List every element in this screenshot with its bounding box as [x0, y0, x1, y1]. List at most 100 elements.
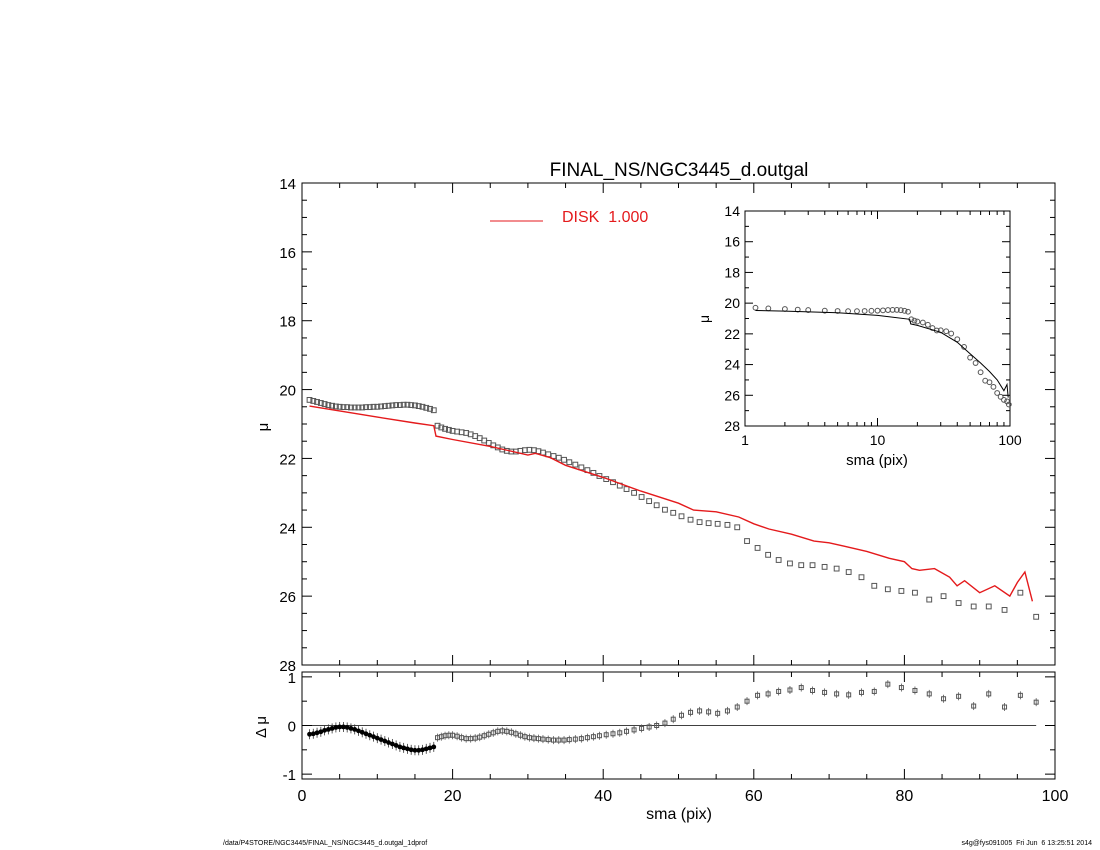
residual-point [603, 732, 609, 738]
data-point [678, 513, 685, 520]
inset-data-point [868, 307, 875, 314]
data-point [340, 404, 347, 411]
residual-point [378, 737, 384, 743]
data-point [754, 545, 761, 551]
inset-data-point [805, 307, 812, 313]
data-point [940, 593, 947, 600]
inset-data-point [977, 369, 984, 376]
data-point [423, 404, 430, 411]
data-point [374, 403, 381, 410]
inset-data-point [919, 319, 926, 326]
data-point [638, 494, 645, 500]
residual-point [941, 696, 947, 702]
residual-panel: 10-1 0 20 40 60 80 100 Δ μ sma (pix) [253, 670, 1068, 823]
data-point [415, 403, 422, 409]
residual-point [556, 737, 562, 743]
x-axis-label: sma (pix) [646, 806, 712, 823]
data-point [787, 560, 793, 567]
main-y-tick-label: 14 [279, 176, 296, 193]
residual-point [590, 734, 596, 740]
data-point [1033, 613, 1040, 620]
main-y-tick-label: 26 [279, 589, 296, 606]
inset-data-point [861, 308, 868, 314]
residual-point [481, 733, 487, 739]
data-point [744, 538, 750, 544]
residual-point [971, 703, 977, 709]
data-point [646, 498, 653, 505]
x-tick-label: 100 [1042, 788, 1069, 805]
residual-point [337, 724, 343, 730]
residual-point [416, 747, 422, 753]
residual-y-tick-label: 0 [288, 719, 296, 736]
residual-point [356, 728, 361, 734]
inset-x-tick-label: 10 [870, 432, 886, 448]
inset-data-point [794, 306, 801, 313]
residual-point [578, 736, 584, 742]
residual-point [513, 731, 519, 737]
residual-point [401, 745, 407, 751]
residual-point [624, 728, 630, 734]
data-point [898, 588, 905, 594]
residual-point [1017, 692, 1023, 698]
residual-point [386, 740, 391, 745]
residual-point [389, 741, 395, 747]
inset-data-point [997, 393, 1004, 400]
residual-point [724, 708, 730, 714]
residual-point [662, 720, 668, 726]
chart-title: FINAL_NS/NGC3445_d.outgal [550, 160, 809, 181]
residual-point [670, 716, 676, 722]
inset-data-point [897, 307, 904, 314]
residual-point [540, 736, 546, 742]
residual-y-tick-labels: 1 0 -1 [283, 670, 296, 784]
inset-y-tick-label: 28 [724, 418, 740, 434]
residual-point [584, 735, 590, 741]
inset-data-point [893, 307, 900, 313]
residual-point [926, 691, 932, 697]
main-y-tick-label: 22 [279, 451, 296, 468]
residual-point [359, 729, 365, 735]
residual-point [610, 731, 616, 737]
data-point [419, 403, 426, 410]
inset-y-tick-label: 26 [724, 387, 740, 403]
residual-point [765, 691, 771, 697]
residual-point [310, 731, 316, 737]
inset-y-tick-label: 20 [724, 295, 740, 311]
data-point [408, 402, 415, 408]
main-ticks [301, 182, 1056, 666]
inset-data-point [961, 344, 967, 350]
residual-point [423, 746, 429, 752]
residual-point [898, 685, 904, 691]
main-y-tick-label: 20 [279, 383, 296, 400]
data-point [396, 402, 403, 408]
data-point [370, 403, 377, 410]
residual-point [956, 693, 962, 699]
residual-point [706, 709, 712, 715]
x-tick-label: 0 [298, 788, 307, 805]
main-y-tick-labels: 14 16 18 20 22 24 26 28 [279, 176, 296, 675]
data-point [1001, 607, 1008, 613]
residual-point [639, 725, 645, 731]
residual-data-points [307, 680, 1039, 756]
data-point [306, 397, 313, 403]
residual-point [810, 687, 816, 693]
data-point [355, 404, 362, 411]
residual-point [912, 687, 918, 693]
residual-point [333, 725, 339, 730]
residual-point [468, 736, 474, 742]
inset-x-tick-label: 1 [741, 432, 749, 448]
main-y-tick-label: 16 [279, 245, 296, 262]
data-point [724, 521, 731, 528]
residual-point [545, 737, 551, 743]
residual-point [382, 738, 388, 744]
data-point [344, 404, 351, 411]
data-point [566, 459, 573, 466]
inset-data-point [911, 317, 918, 324]
inset-model-line [755, 310, 1009, 398]
data-point [572, 461, 579, 468]
data-point [631, 489, 637, 496]
inset-ticks [744, 210, 1011, 427]
inset-y-tick-label: 22 [724, 326, 740, 342]
data-point [970, 603, 977, 610]
inset-data-point [752, 304, 759, 311]
residual-point [834, 691, 840, 697]
